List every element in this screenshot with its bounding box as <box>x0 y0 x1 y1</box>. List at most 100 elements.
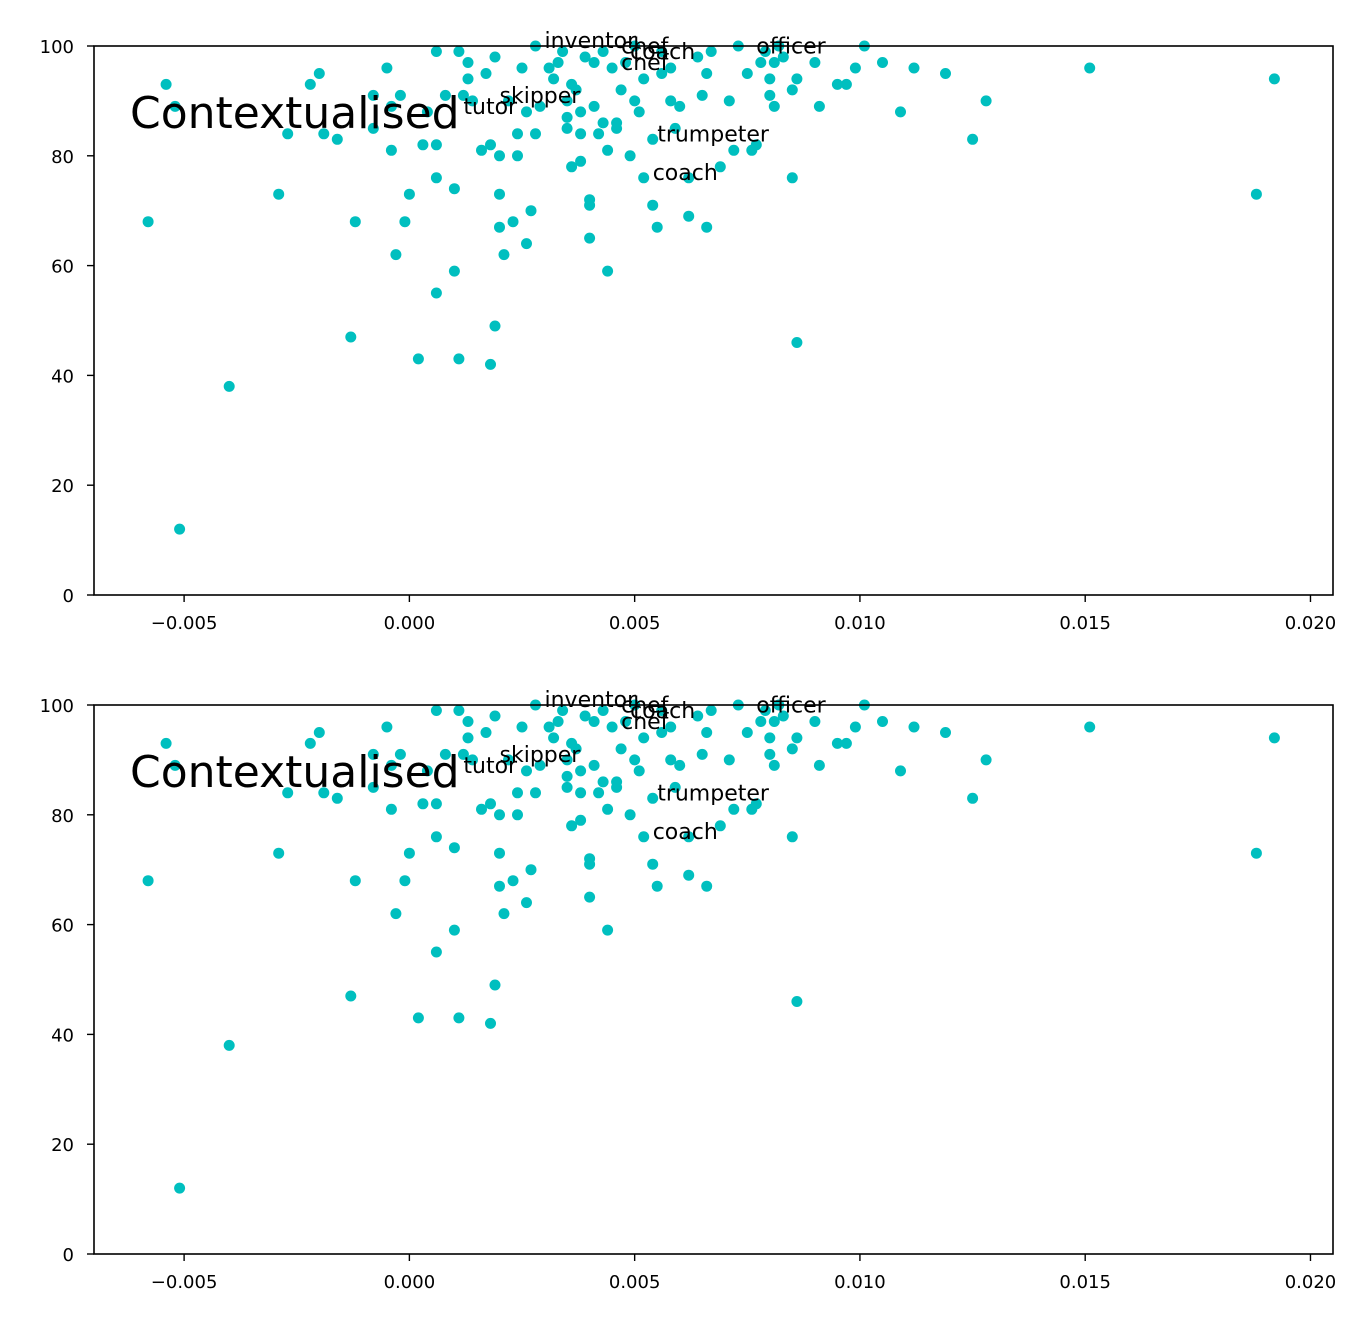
data-point <box>516 62 528 74</box>
data-point <box>507 216 519 228</box>
data-point <box>575 814 587 826</box>
x-tick-label: 0.010 <box>834 1272 886 1293</box>
data-point <box>521 765 532 777</box>
data-point <box>638 732 650 744</box>
data-point <box>417 798 429 810</box>
data-point <box>462 73 474 85</box>
data-point <box>638 73 650 85</box>
data-points <box>142 40 1280 535</box>
y-tick-label: 0 <box>63 586 74 607</box>
point-annotation: chef <box>621 694 670 719</box>
data-point <box>142 875 154 887</box>
data-point <box>169 759 181 771</box>
point-annotation: inventor <box>545 29 638 54</box>
data-point <box>516 721 528 733</box>
data-point <box>430 831 442 843</box>
data-point <box>399 875 411 887</box>
data-point <box>439 89 451 101</box>
data-point <box>453 46 465 57</box>
y-tick-label: 80 <box>51 147 74 168</box>
data-point <box>223 1039 235 1051</box>
data-point <box>430 172 442 184</box>
data-point <box>412 353 424 365</box>
data-point <box>430 946 442 958</box>
data-point <box>597 117 609 129</box>
data-point <box>575 765 587 777</box>
data-point <box>714 820 726 832</box>
data-point <box>453 353 465 365</box>
data-point <box>588 57 600 68</box>
data-point <box>651 221 663 233</box>
data-point <box>741 68 753 79</box>
data-point <box>160 737 172 749</box>
data-point <box>1084 62 1096 74</box>
data-point <box>696 89 708 101</box>
data-point <box>485 1017 496 1029</box>
data-point <box>385 100 397 112</box>
y-tick-label: 0 <box>63 1245 74 1266</box>
data-point <box>390 908 402 920</box>
data-point <box>633 765 645 777</box>
point-annotation: officer <box>756 35 826 60</box>
data-point <box>764 748 776 760</box>
data-point <box>273 188 285 200</box>
data-point <box>570 84 582 96</box>
data-point <box>674 100 686 112</box>
data-point <box>381 721 393 733</box>
data-point <box>584 199 596 211</box>
data-point <box>665 721 677 733</box>
data-point <box>570 743 582 755</box>
data-point <box>498 249 510 261</box>
data-point <box>453 705 465 716</box>
data-point <box>561 770 573 782</box>
y-tick-label: 100 <box>40 696 74 717</box>
y-tick-label: 80 <box>51 806 74 827</box>
panel-title: Contextualised <box>130 88 460 139</box>
data-point <box>494 221 505 233</box>
data-point <box>521 897 532 909</box>
data-point <box>525 864 537 876</box>
data-point <box>728 803 740 815</box>
data-point <box>169 100 181 112</box>
data-point <box>548 73 560 85</box>
data-point <box>593 128 605 140</box>
data-point <box>561 111 573 123</box>
data-point <box>485 798 496 810</box>
data-point <box>696 748 708 760</box>
point-annotation: trumpeter <box>657 781 770 806</box>
data-point <box>597 705 609 716</box>
data-point <box>647 133 659 145</box>
data-point <box>480 727 492 738</box>
data-point <box>895 765 906 777</box>
data-point <box>638 172 650 184</box>
data-point <box>313 727 325 738</box>
data-point <box>768 716 780 727</box>
data-point <box>421 765 433 777</box>
data-point <box>448 265 460 277</box>
data-point <box>512 787 523 799</box>
data-point <box>494 809 505 821</box>
data-point <box>448 183 460 195</box>
data-point <box>462 57 474 68</box>
x-tick-label: −0.005 <box>151 1272 218 1293</box>
data-point <box>940 727 951 738</box>
data-point <box>412 1012 424 1024</box>
data-point <box>525 205 537 217</box>
point-annotation: coach <box>630 699 695 724</box>
data-point <box>503 95 514 107</box>
data-point <box>367 748 379 760</box>
data-point <box>561 95 573 107</box>
x-tick-label: 0.020 <box>1285 613 1337 634</box>
data-point <box>764 732 776 744</box>
data-point <box>768 57 780 68</box>
data-point <box>602 265 614 277</box>
data-point <box>467 95 478 107</box>
data-point <box>566 820 578 832</box>
data-point <box>786 172 798 184</box>
data-point <box>638 831 650 843</box>
data-point <box>620 57 632 68</box>
data-point <box>877 716 888 727</box>
data-point <box>534 100 546 112</box>
data-point <box>620 716 632 727</box>
data-point <box>597 776 609 788</box>
